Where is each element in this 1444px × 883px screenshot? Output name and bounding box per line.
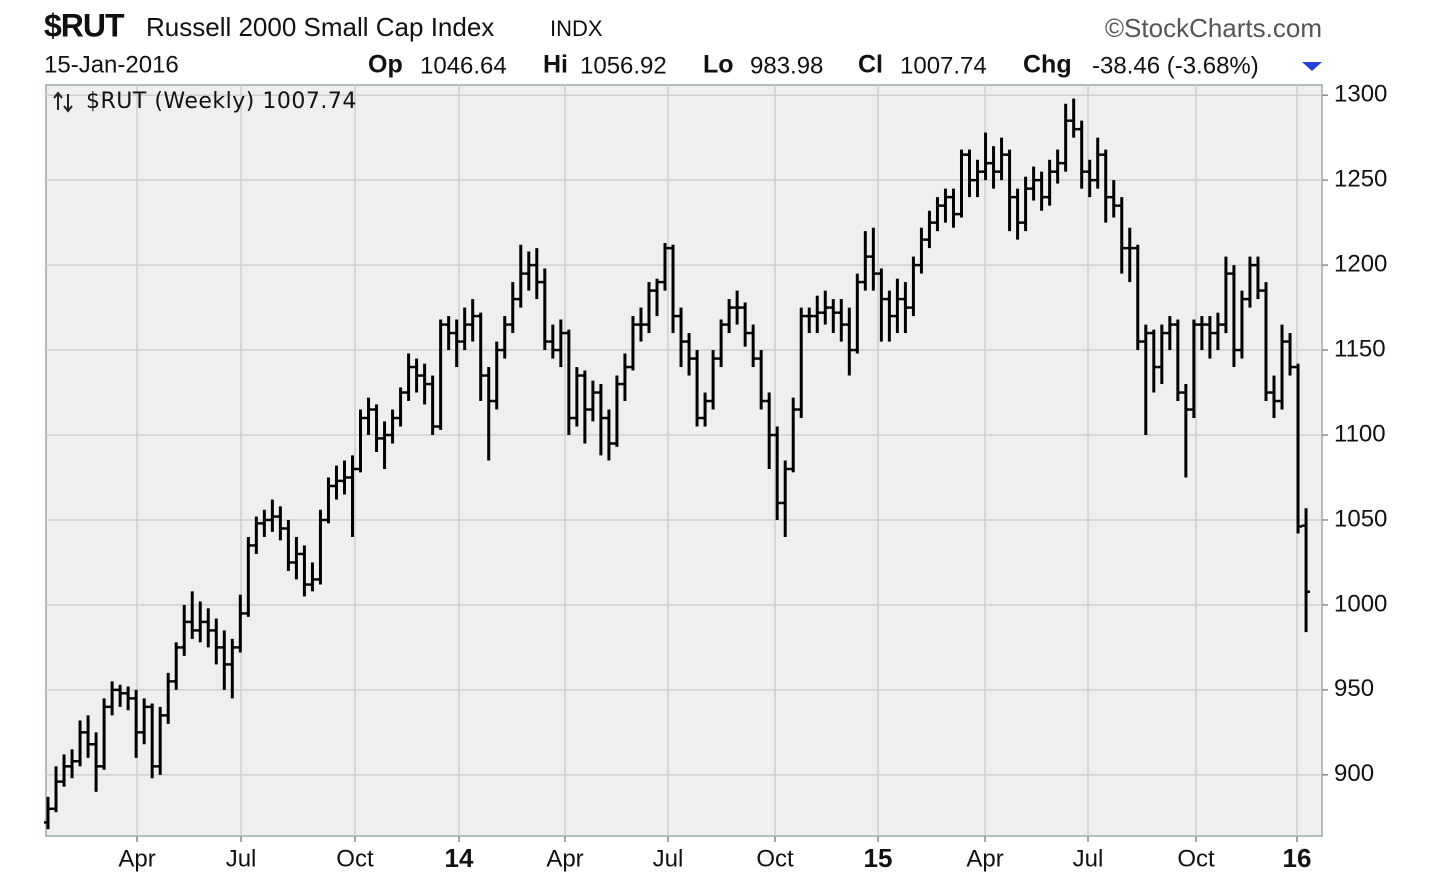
chg-label: Chg [1023, 51, 1072, 79]
plot-area [45, 84, 1323, 837]
symbol: $RUT [44, 7, 125, 43]
y-tick-label: 900 [1334, 760, 1374, 787]
op-label: Op [368, 51, 403, 79]
y-tick-label: 1200 [1334, 250, 1387, 277]
x-tick-label: Oct [756, 845, 794, 872]
x-tick-label: Apr [546, 845, 583, 872]
y-tick-label: 1250 [1334, 165, 1387, 192]
y-tick-label: 1150 [1334, 335, 1386, 362]
legend: $RUT (Weekly) 1007.74 [86, 89, 357, 114]
cl-label: Cl [858, 51, 883, 79]
credit: ©StockCharts.com [1105, 13, 1322, 43]
x-tick-label: Apr [118, 845, 155, 872]
op-value: 1046.64 [420, 52, 507, 79]
lo-label: Lo [703, 51, 734, 79]
x-tick-label: Apr [966, 845, 1003, 872]
legend-icon [53, 91, 73, 113]
x-tick-label: 16 [1283, 843, 1312, 873]
x-tick-label: Jul [653, 845, 684, 872]
plot [44, 85, 1322, 836]
y-tick-label: 1050 [1334, 505, 1387, 532]
y-tick-label: 1000 [1334, 590, 1387, 617]
lo-value: 983.98 [750, 52, 823, 79]
x-tick-label: 14 [445, 843, 474, 873]
x-tick-label: Oct [336, 845, 374, 872]
y-tick-label: 1300 [1334, 81, 1387, 108]
hi-label: Hi [543, 51, 568, 79]
hi-value: 1056.92 [580, 52, 667, 79]
chg-value: -38.46 (-3.68%) [1092, 52, 1259, 79]
y-tick-label: 1100 [1334, 420, 1386, 447]
exchange: INDX [550, 16, 603, 41]
date: 15-Jan-2016 [44, 51, 179, 78]
x-tick-label: Jul [226, 845, 257, 872]
dropdown-arrow[interactable] [1302, 62, 1322, 71]
x-tick-label: Oct [1177, 845, 1215, 872]
cl-value: 1007.74 [900, 52, 987, 79]
index-name: Russell 2000 Small Cap Index [146, 12, 494, 42]
y-tick-label: 950 [1334, 675, 1374, 702]
x-tick-label: Jul [1073, 845, 1104, 872]
x-tick-label: 15 [864, 843, 893, 873]
